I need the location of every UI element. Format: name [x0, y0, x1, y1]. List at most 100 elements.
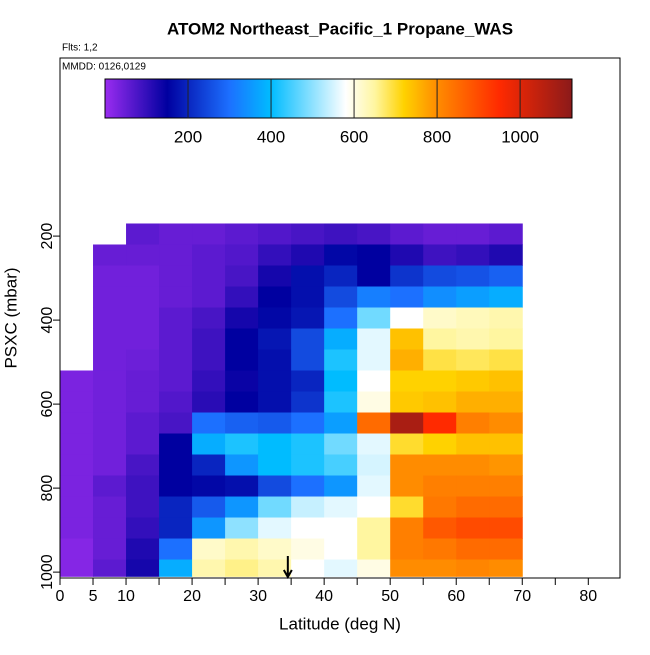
- heat-cell: [456, 433, 490, 456]
- heat-cell: [390, 559, 424, 577]
- heat-cell: [159, 307, 193, 330]
- heat-cell: [357, 559, 391, 577]
- heat-cell: [159, 412, 193, 435]
- heat-cell: [192, 412, 226, 435]
- heat-cell: [489, 433, 523, 456]
- heat-cell: [456, 538, 490, 561]
- heat-cell: [390, 391, 424, 414]
- heat-cell: [357, 496, 391, 519]
- colorbar-tick-label: 800: [423, 127, 451, 146]
- heat-cell: [225, 223, 259, 245]
- x-tick-label: 0: [56, 588, 65, 605]
- heat-cell: [456, 454, 490, 477]
- heat-cell: [324, 517, 358, 540]
- heat-cell: [192, 370, 226, 393]
- heat-cell: [159, 286, 193, 308]
- heat-cell: [93, 370, 127, 393]
- heat-cell: [390, 244, 424, 266]
- heat-cell: [93, 412, 127, 435]
- heat-cell: [357, 265, 391, 287]
- heat-cell: [357, 412, 391, 435]
- heat-cell: [258, 538, 292, 561]
- heat-cell: [489, 349, 523, 372]
- heat-cell: [291, 223, 325, 245]
- heat-cell: [126, 244, 160, 266]
- y-tick-label: 1000: [39, 554, 56, 590]
- heat-cell: [357, 391, 391, 414]
- heat-cell: [489, 307, 523, 330]
- x-tick-label: 70: [513, 588, 531, 605]
- heat-cell: [60, 391, 94, 414]
- heat-cell: [291, 559, 325, 577]
- heat-cell: [357, 244, 391, 266]
- subtitle: Flts: 1,2: [62, 43, 98, 54]
- heat-cell: [258, 223, 292, 245]
- heat-cell: [489, 370, 523, 393]
- heat-cell: [324, 454, 358, 477]
- x-tick-label: 40: [315, 588, 333, 605]
- heat-cell: [126, 433, 160, 456]
- heat-cell: [357, 307, 391, 330]
- heat-cell: [159, 265, 193, 287]
- heat-cell: [93, 538, 127, 561]
- heat-cell: [324, 244, 358, 266]
- heat-cell: [423, 475, 457, 498]
- annotation: MMDD: 0126,0129: [62, 62, 146, 73]
- heat-cell: [60, 454, 94, 477]
- heat-cell: [60, 475, 94, 498]
- y-axis-label: PSXC (mbar): [1, 267, 20, 368]
- heat-cell: [489, 559, 523, 577]
- heat-cell: [390, 433, 424, 456]
- heat-cell: [324, 391, 358, 414]
- heat-cell: [93, 559, 127, 577]
- heat-cell: [192, 475, 226, 498]
- heat-cell: [93, 517, 127, 540]
- heat-cell: [192, 286, 226, 308]
- heat-cell: [192, 391, 226, 414]
- heat-cell: [93, 286, 127, 308]
- heat-cell: [93, 496, 127, 519]
- heat-cell: [489, 538, 523, 561]
- heat-cell: [159, 433, 193, 456]
- heat-cell: [456, 475, 490, 498]
- heat-cell: [423, 391, 457, 414]
- x-axis-label: Latitude (deg N): [279, 614, 401, 633]
- heat-cell: [93, 265, 127, 287]
- heat-cell: [258, 475, 292, 498]
- heat-cell: [225, 349, 259, 372]
- heat-cell: [225, 412, 259, 435]
- heat-cell: [489, 517, 523, 540]
- heat-cell: [93, 391, 127, 414]
- heat-cell: [456, 349, 490, 372]
- heat-cell: [258, 496, 292, 519]
- heat-cell: [225, 244, 259, 266]
- heat-cell: [357, 349, 391, 372]
- heat-cell: [126, 496, 160, 519]
- heat-cell: [390, 517, 424, 540]
- heat-cell: [60, 517, 94, 540]
- heat-cell: [225, 475, 259, 498]
- heat-cell: [126, 223, 160, 245]
- x-tick-label: 30: [249, 588, 267, 605]
- heat-cell: [489, 475, 523, 498]
- heat-cell: [324, 307, 358, 330]
- heat-cell: [159, 496, 193, 519]
- heat-cell: [456, 307, 490, 330]
- heat-cell: [456, 496, 490, 519]
- heat-cell: [357, 475, 391, 498]
- heat-cell: [60, 433, 94, 456]
- colorbar-tick-label: 1000: [501, 127, 539, 146]
- heat-cell: [258, 412, 292, 435]
- heat-cell: [225, 328, 259, 351]
- heat-cell: [258, 307, 292, 330]
- heat-cell: [489, 391, 523, 414]
- heat-cell: [126, 265, 160, 287]
- heat-cell: [159, 517, 193, 540]
- heat-cell: [225, 454, 259, 477]
- y-tick-label: 200: [39, 223, 56, 250]
- heat-cell: [126, 391, 160, 414]
- heat-cell: [324, 286, 358, 308]
- heat-cell: [291, 286, 325, 308]
- heat-cell: [357, 454, 391, 477]
- heat-cell: [390, 475, 424, 498]
